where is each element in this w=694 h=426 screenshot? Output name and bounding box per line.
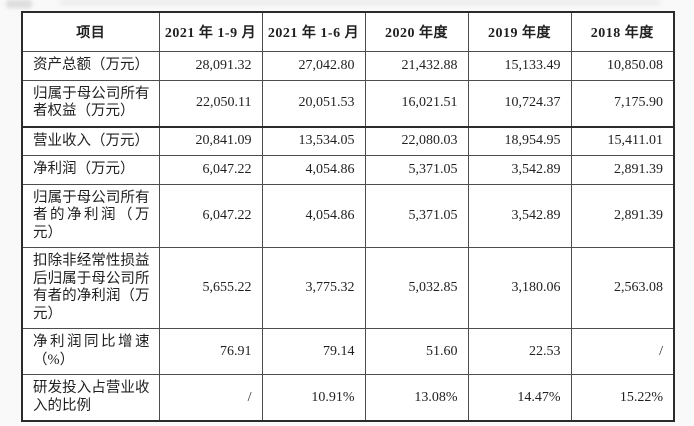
table-cell: 79.14	[261, 328, 366, 375]
table-cell: 3,775.32	[261, 247, 366, 329]
column-header-2018: 2018 年度	[570, 11, 675, 52]
scan-artifact	[60, 0, 660, 5]
table-row-rd-expense-ratio: 研发投入占营业收入的比例 / 10.91% 13.08% 14.47% 15.2…	[21, 374, 675, 422]
scan-artifact	[6, 0, 32, 8]
table-cell: /	[570, 328, 675, 375]
table-cell: 15.22%	[570, 374, 675, 422]
table-cell: 4,054.86	[261, 183, 366, 248]
table-cell: 20,841.09	[158, 126, 263, 156]
table-row-net-profit: 净利润（万元） 6,047.22 4,054.86 5,371.05 3,542…	[21, 155, 675, 185]
table-cell: 10.91%	[261, 374, 366, 422]
table-cell: 15,133.49	[467, 51, 572, 81]
table-cell: 20,051.53	[261, 79, 366, 128]
table-cell: 5,655.22	[158, 247, 263, 329]
table-row-parent-equity: 归属于母公司所有者权益（万元） 22,050.11 20,051.53 16,0…	[21, 79, 675, 128]
table-cell: /	[158, 374, 263, 422]
table-cell: 2,891.39	[570, 155, 675, 185]
table-cell: 15,411.01	[570, 126, 675, 156]
column-header-2021-1-9: 2021 年 1-9 月	[158, 11, 263, 52]
table-cell: 14.47%	[467, 374, 572, 422]
row-label: 净利润同比增速（%）	[21, 328, 160, 375]
table-cell: 13.08%	[364, 374, 469, 422]
table-cell: 27,042.80	[261, 51, 366, 81]
table-cell: 22,080.03	[364, 126, 469, 156]
table-cell: 2,563.08	[570, 247, 675, 329]
table-cell: 7,175.90	[570, 79, 675, 128]
row-label: 归属于母公司所有者权益（万元）	[21, 79, 160, 128]
row-label: 扣除非经常性损益后归属于母公司所有者的净利润（万元）	[21, 247, 160, 329]
table-cell: 5,371.05	[364, 155, 469, 185]
row-label: 资产总额（万元）	[21, 51, 160, 81]
table-cell: 6,047.22	[158, 183, 263, 248]
row-label: 归属于母公司所有者的净利润（万元）	[21, 183, 160, 248]
table-cell: 22,050.11	[158, 79, 263, 128]
header-row: 项目 2021 年 1-9 月 2021 年 1-6 月 2020 年度 201…	[21, 11, 675, 52]
table-row-net-profit-to-parent: 归属于母公司所有者的净利润（万元） 6,047.22 4,054.86 5,37…	[21, 183, 675, 248]
column-header-2021-1-6: 2021 年 1-6 月	[261, 11, 366, 52]
table-row-operating-revenue: 营业收入（万元） 20,841.09 13,534.05 22,080.03 1…	[21, 126, 675, 156]
table-cell: 2,891.39	[570, 183, 675, 248]
table-cell: 18,954.95	[467, 126, 572, 156]
table-cell: 3,180.06	[467, 247, 572, 329]
table-cell: 10,724.37	[467, 79, 572, 128]
table-cell: 22.53	[467, 328, 572, 375]
table-cell: 51.60	[364, 328, 469, 375]
table-cell: 3,542.89	[467, 183, 572, 248]
table-cell: 16,021.51	[364, 79, 469, 128]
table-cell: 76.91	[158, 328, 263, 375]
table-cell: 13,534.05	[261, 126, 366, 156]
financial-summary-table: 项目 2021 年 1-9 月 2021 年 1-6 月 2020 年度 201…	[21, 11, 675, 422]
table-cell: 5,371.05	[364, 183, 469, 248]
table-cell: 5,032.85	[364, 247, 469, 329]
row-label: 研发投入占营业收入的比例	[21, 374, 160, 422]
row-label: 净利润（万元）	[21, 155, 160, 185]
table-cell: 4,054.86	[261, 155, 366, 185]
table-cell: 21,432.88	[364, 51, 469, 81]
table-row-net-profit-excl-nonrecurring: 扣除非经常性损益后归属于母公司所有者的净利润（万元） 5,655.22 3,77…	[21, 247, 675, 329]
table-cell: 10,850.08	[570, 51, 675, 81]
table-cell: 28,091.32	[158, 51, 263, 81]
table-row-total-assets: 资产总额（万元） 28,091.32 27,042.80 21,432.88 1…	[21, 51, 675, 81]
column-header-item: 项目	[21, 11, 160, 52]
column-header-2019: 2019 年度	[467, 11, 572, 52]
table-cell: 3,542.89	[467, 155, 572, 185]
table-cell: 6,047.22	[158, 155, 263, 185]
table-row-net-profit-yoy-growth: 净利润同比增速（%） 76.91 79.14 51.60 22.53 /	[21, 328, 675, 375]
column-header-2020: 2020 年度	[364, 11, 469, 52]
row-label: 营业收入（万元）	[21, 126, 160, 156]
